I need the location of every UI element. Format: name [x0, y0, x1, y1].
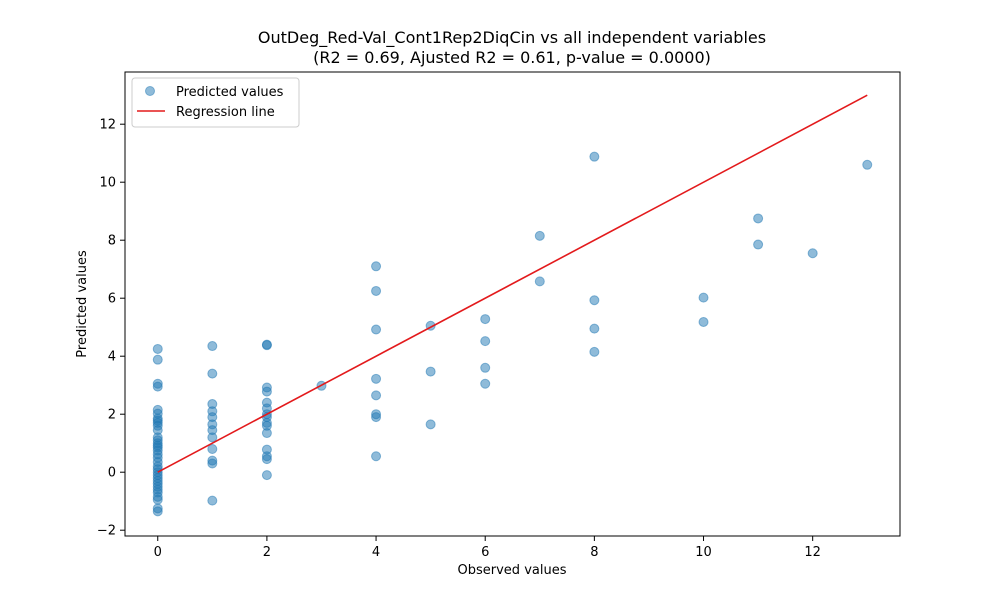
legend: Predicted values Regression line — [131, 77, 300, 128]
scatter-point-88 — [862, 159, 873, 170]
legend-label-predicted: Predicted values — [176, 85, 284, 100]
scatter-point-75 — [480, 362, 491, 373]
scatter-point-45 — [207, 495, 218, 506]
y-tick-label-12: 12 — [99, 118, 116, 133]
chart-subtitle: (R2 = 0.69, Ajusted R2 = 0.61, p-value =… — [313, 48, 711, 67]
legend-marker-predicted — [145, 86, 155, 96]
scatter-point-56 — [261, 428, 272, 439]
y-axis-ticks: −2 0 2 4 6 8 10 12 — [97, 118, 125, 539]
y-tick-label-10: 10 — [99, 176, 116, 191]
scatter-point-84 — [698, 316, 709, 327]
x-tick-label-10: 10 — [695, 545, 712, 560]
plot-area — [124, 71, 901, 537]
x-tick-label-4: 4 — [372, 545, 380, 560]
scatter-point-62 — [371, 261, 382, 272]
scatter-point-79 — [589, 151, 600, 162]
scatter-point-42 — [207, 444, 218, 454]
x-tick-label-2: 2 — [263, 545, 271, 560]
y-tick-label--2: −2 — [97, 524, 116, 539]
y-tick-label-6: 6 — [108, 292, 116, 307]
scatter-point-59 — [261, 454, 272, 465]
x-tick-label-12: 12 — [804, 545, 821, 560]
legend-label-regression: Regression line — [176, 105, 275, 120]
y-tick-label-8: 8 — [108, 234, 116, 249]
chart-title: OutDeg_Red-Val_Cont1Rep2DiqCin vs all in… — [258, 28, 766, 48]
scatter-point-73 — [480, 314, 491, 325]
scatter-point-85 — [753, 213, 764, 224]
scatter-point-76 — [480, 378, 491, 389]
scatter-point-74 — [480, 336, 491, 347]
scatter-point-66 — [371, 390, 382, 401]
scatter-point-83 — [698, 292, 709, 303]
scatter-point-33 — [152, 506, 163, 517]
scatter-point-69 — [371, 451, 382, 462]
scatter-point-1 — [152, 354, 163, 365]
y-tick-label-4: 4 — [108, 350, 116, 365]
scatter-point-72 — [425, 419, 436, 430]
y-axis-label: Predicted values — [75, 250, 90, 358]
x-axis-label: Observed values — [458, 563, 567, 578]
scatter-point-80 — [589, 295, 600, 306]
legend-box — [131, 77, 300, 128]
data-marks — [152, 94, 873, 517]
scatter-point-87 — [807, 248, 818, 259]
scatter-point-64 — [371, 324, 382, 335]
scatter-point-47 — [261, 340, 272, 351]
scatter-point-78 — [534, 276, 545, 287]
scatter-point-34 — [207, 341, 218, 352]
scatter-point-44 — [207, 458, 218, 469]
scatter-point-65 — [371, 373, 382, 384]
scatter-point-41 — [207, 432, 218, 443]
scatter-point-49 — [261, 386, 272, 397]
scatter-point-77 — [534, 230, 545, 241]
scatter-point-68 — [371, 412, 382, 423]
axes-frame — [124, 71, 901, 537]
x-tick-label-0: 0 — [154, 545, 162, 560]
scatter-point-82 — [589, 346, 600, 357]
scatter-point-31 — [152, 494, 163, 505]
regression-line — [157, 94, 868, 473]
scatter-point-3 — [152, 381, 163, 392]
scatter-point-60 — [261, 470, 272, 481]
scatter-point-35 — [207, 368, 218, 379]
y-tick-label-2: 2 — [108, 408, 116, 423]
y-tick-label-0: 0 — [108, 466, 116, 481]
x-axis-ticks: 0 2 4 6 8 10 12 — [154, 536, 821, 560]
scatter-point-81 — [589, 323, 600, 334]
scatter-point-71 — [425, 366, 436, 377]
scatter-point-0 — [152, 343, 163, 354]
scatter-point-86 — [753, 239, 764, 250]
scatter-point-63 — [371, 285, 382, 296]
x-tick-label-8: 8 — [590, 545, 598, 560]
x-tick-label-6: 6 — [481, 545, 489, 560]
